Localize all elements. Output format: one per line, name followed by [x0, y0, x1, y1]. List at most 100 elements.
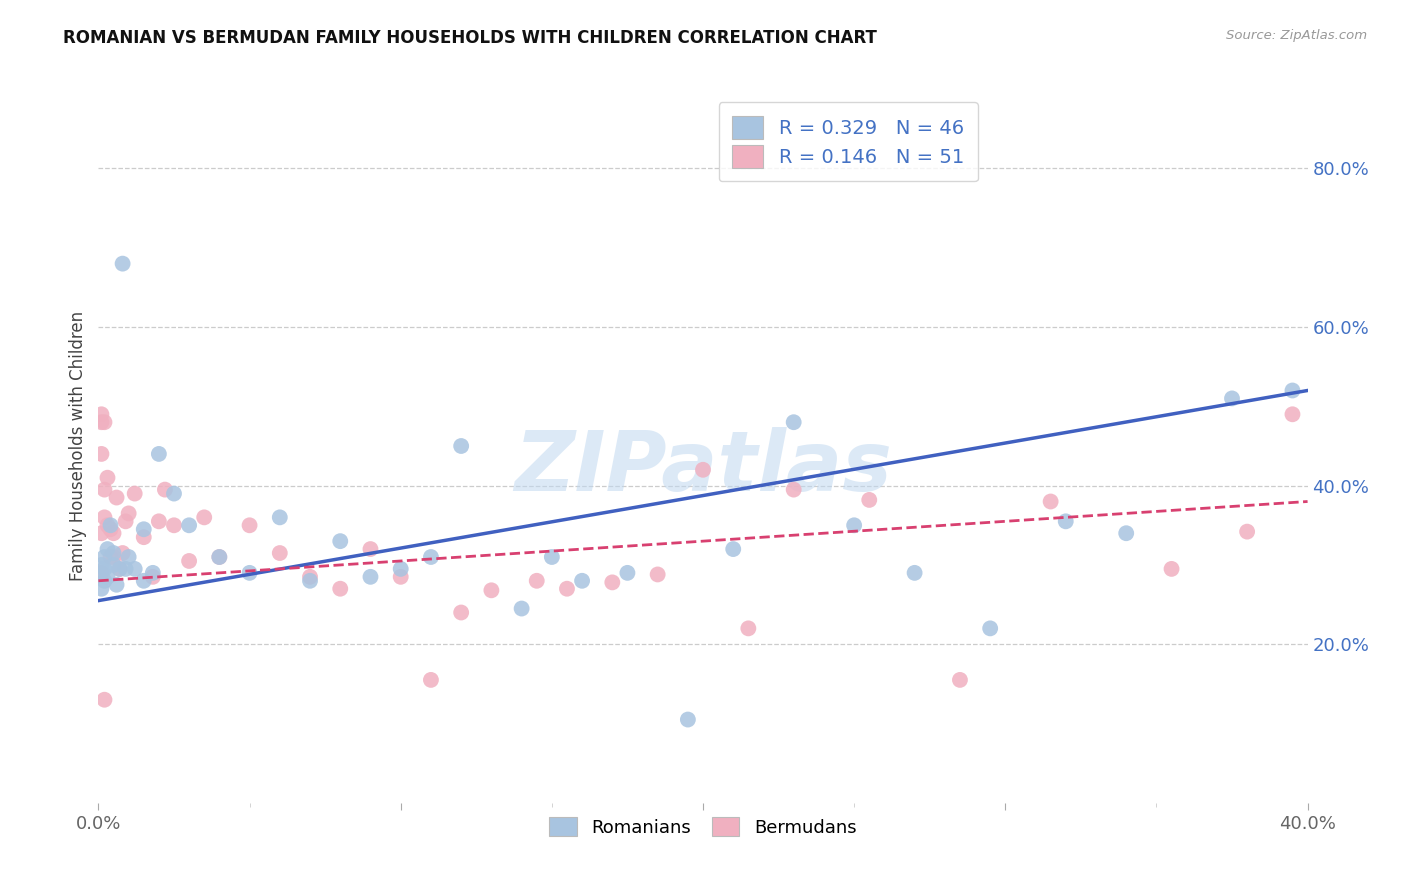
- Point: [540, 549, 562, 564]
- Legend: Romanians, Bermudans: Romanians, Bermudans: [543, 809, 863, 844]
- Point: [844, 518, 866, 533]
- Point: [526, 574, 548, 588]
- Point: [103, 526, 125, 541]
- Point: [118, 507, 141, 521]
- Point: [389, 570, 412, 584]
- Point: [360, 542, 382, 557]
- Point: [269, 546, 291, 560]
- Point: [450, 439, 472, 453]
- Point: [692, 463, 714, 477]
- Point: [481, 583, 503, 598]
- Point: [420, 673, 443, 687]
- Point: [118, 549, 141, 564]
- Point: [96, 471, 118, 485]
- Point: [571, 574, 593, 588]
- Point: [90, 558, 112, 572]
- Point: [510, 601, 533, 615]
- Point: [93, 510, 115, 524]
- Point: [90, 415, 112, 429]
- Point: [96, 542, 118, 557]
- Point: [100, 522, 122, 536]
- Point: [114, 562, 136, 576]
- Point: [1281, 407, 1303, 421]
- Point: [979, 621, 1001, 635]
- Point: [93, 574, 115, 588]
- Point: [100, 518, 122, 533]
- Point: [208, 549, 231, 564]
- Point: [949, 673, 972, 687]
- Point: [93, 692, 115, 706]
- Point: [723, 542, 745, 557]
- Point: [163, 486, 186, 500]
- Point: [142, 566, 165, 580]
- Point: [90, 566, 112, 580]
- Point: [124, 486, 146, 500]
- Point: [105, 578, 128, 592]
- Point: [90, 582, 112, 596]
- Point: [132, 522, 155, 536]
- Point: [103, 549, 125, 564]
- Point: [93, 415, 115, 429]
- Point: [90, 447, 112, 461]
- Point: [783, 483, 806, 497]
- Point: [114, 514, 136, 528]
- Point: [1039, 494, 1062, 508]
- Point: [132, 530, 155, 544]
- Point: [299, 570, 322, 584]
- Point: [1281, 384, 1303, 398]
- Point: [1160, 562, 1182, 576]
- Point: [1115, 526, 1137, 541]
- Point: [163, 518, 186, 533]
- Point: [616, 566, 638, 580]
- Point: [90, 407, 112, 421]
- Point: [1236, 524, 1258, 539]
- Point: [1054, 514, 1077, 528]
- Point: [299, 574, 322, 588]
- Point: [193, 510, 215, 524]
- Point: [148, 447, 170, 461]
- Point: [179, 554, 201, 568]
- Point: [602, 575, 624, 590]
- Point: [153, 483, 176, 497]
- Point: [111, 546, 134, 560]
- Text: ROMANIAN VS BERMUDAN FAMILY HOUSEHOLDS WITH CHILDREN CORRELATION CHART: ROMANIAN VS BERMUDAN FAMILY HOUSEHOLDS W…: [63, 29, 877, 46]
- Point: [676, 713, 699, 727]
- Point: [389, 562, 412, 576]
- Point: [269, 510, 291, 524]
- Point: [100, 549, 122, 564]
- Point: [179, 518, 201, 533]
- Point: [93, 562, 115, 576]
- Point: [737, 621, 759, 635]
- Point: [329, 534, 352, 549]
- Point: [329, 582, 352, 596]
- Point: [96, 518, 118, 533]
- Point: [96, 570, 118, 584]
- Point: [783, 415, 806, 429]
- Point: [239, 518, 262, 533]
- Point: [103, 558, 125, 572]
- Point: [148, 514, 170, 528]
- Point: [420, 549, 443, 564]
- Point: [103, 546, 125, 560]
- Point: [208, 549, 231, 564]
- Text: Source: ZipAtlas.com: Source: ZipAtlas.com: [1226, 29, 1367, 42]
- Text: ZIPatlas: ZIPatlas: [515, 427, 891, 508]
- Point: [132, 574, 155, 588]
- Point: [450, 606, 472, 620]
- Point: [93, 483, 115, 497]
- Point: [647, 567, 669, 582]
- Point: [555, 582, 578, 596]
- Point: [105, 491, 128, 505]
- Point: [108, 562, 131, 576]
- Point: [90, 526, 112, 541]
- Point: [90, 566, 112, 580]
- Point: [904, 566, 927, 580]
- Point: [93, 549, 115, 564]
- Point: [239, 566, 262, 580]
- Point: [124, 562, 146, 576]
- Point: [111, 257, 134, 271]
- Y-axis label: Family Households with Children: Family Households with Children: [69, 311, 87, 581]
- Point: [858, 492, 880, 507]
- Point: [1220, 392, 1243, 406]
- Point: [142, 570, 165, 584]
